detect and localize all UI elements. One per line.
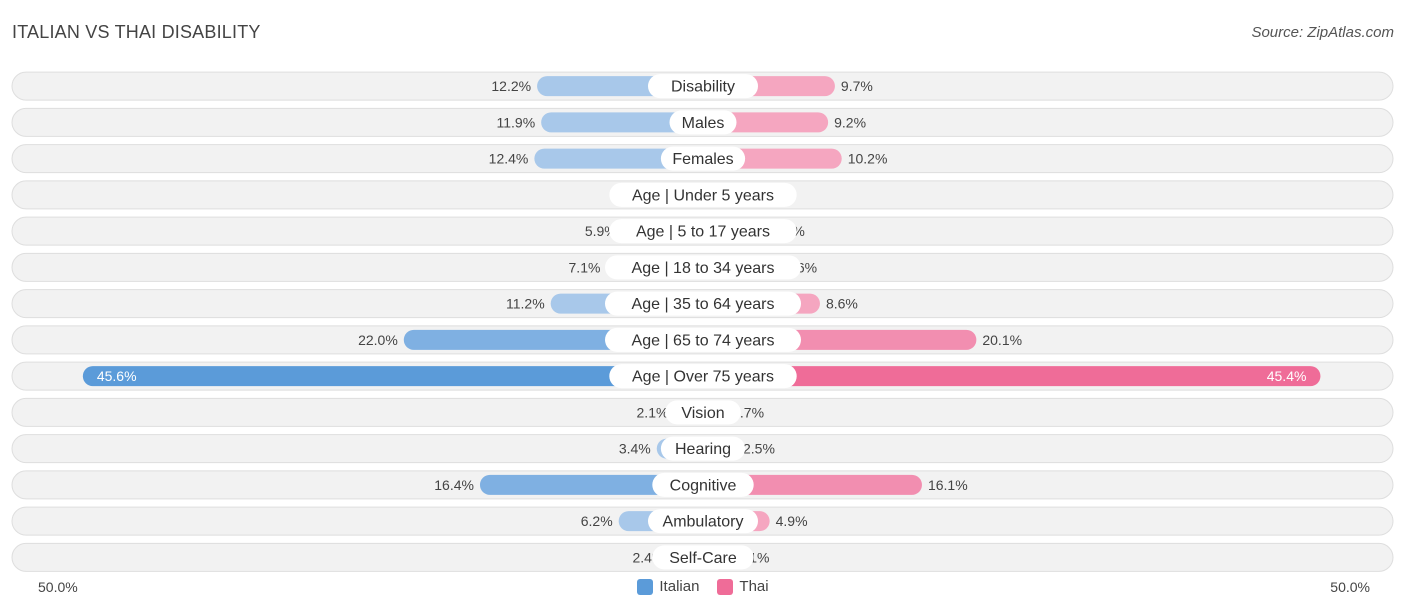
category-label: Females: [672, 151, 733, 168]
value-label-italian: 3.4%: [619, 441, 651, 457]
category-pill: [609, 219, 797, 244]
value-label-thai: 2.5%: [743, 441, 775, 457]
category-label: Age | 35 to 64 years: [632, 296, 775, 313]
category-label: Self-Care: [669, 550, 737, 567]
value-label-italian: 5.9%: [585, 223, 617, 239]
source-credit: Source: ZipAtlas.com: [1251, 24, 1394, 41]
axis-left-label: 50.0%: [38, 579, 78, 595]
value-label-italian: 12.4%: [489, 151, 529, 167]
value-label-thai: 10.2%: [848, 151, 888, 167]
category-label: Age | 5 to 17 years: [636, 224, 770, 241]
bar-thai: [693, 366, 1321, 387]
legend-label-thai: Thai: [739, 578, 769, 595]
value-label-italian: 22.0%: [358, 332, 398, 348]
category-pill: [648, 509, 758, 534]
category-pill: [652, 545, 754, 570]
category-label: Age | Under 5 years: [632, 187, 774, 204]
value-label-thai: 20.1%: [982, 332, 1022, 348]
category-label: Males: [682, 115, 725, 132]
category-label: Vision: [681, 405, 724, 422]
value-label-thai: 45.4%: [1267, 368, 1307, 384]
legend-item-thai: Thai: [717, 578, 769, 595]
legend-swatch-italian: [637, 578, 654, 595]
bar-italian: [541, 112, 713, 133]
value-label-italian: 7.1%: [569, 259, 601, 275]
category-pill: [648, 74, 758, 99]
value-label-italian: 16.4%: [434, 477, 474, 493]
value-label-italian: 6.2%: [581, 513, 613, 529]
value-label-thai: 9.2%: [834, 114, 866, 130]
category-pill: [660, 146, 746, 171]
value-label-thai: 4.9%: [776, 513, 808, 529]
category-label: Age | 18 to 34 years: [632, 260, 775, 277]
value-label-italian: 11.2%: [506, 296, 545, 312]
legend: Italian Thai: [0, 578, 1406, 595]
value-label-italian: 2.1%: [637, 404, 669, 420]
category-label: Hearing: [675, 441, 731, 458]
value-label-thai: 9.7%: [841, 78, 873, 94]
category-label: Age | 65 to 74 years: [632, 332, 775, 349]
category-pill: [609, 182, 797, 207]
chart-title: ITALIAN VS THAI DISABILITY: [12, 22, 261, 42]
value-label-thai: 8.6%: [826, 296, 858, 312]
value-label-italian: 12.2%: [491, 78, 531, 94]
legend-label-italian: Italian: [659, 578, 700, 595]
legend-swatch-thai: [717, 578, 734, 595]
category-pill: [609, 364, 797, 389]
category-label: Cognitive: [670, 477, 737, 494]
axis-right-label: 50.0%: [1330, 579, 1370, 595]
category-label: Ambulatory: [663, 514, 744, 531]
legend-item-italian: Italian: [637, 578, 699, 595]
category-pill: [665, 400, 741, 425]
category-pill: [652, 472, 754, 497]
category-label: Age | Over 75 years: [632, 369, 774, 386]
value-label-italian: 45.6%: [97, 368, 137, 384]
value-label-italian: 11.9%: [496, 114, 535, 130]
bar-italian: [82, 366, 714, 387]
category-pill: [660, 436, 746, 461]
category-pill: [605, 327, 801, 352]
category-pill: [669, 110, 737, 135]
category-pill: [605, 291, 801, 316]
value-label-thai: 16.1%: [928, 477, 968, 493]
chart-plot: 12.2% 9.7% Disability 11.9% 9.2% Males 12.4% 10…: [11, 71, 1394, 572]
category-pill: [605, 255, 801, 280]
category-label: Disability: [671, 79, 735, 96]
